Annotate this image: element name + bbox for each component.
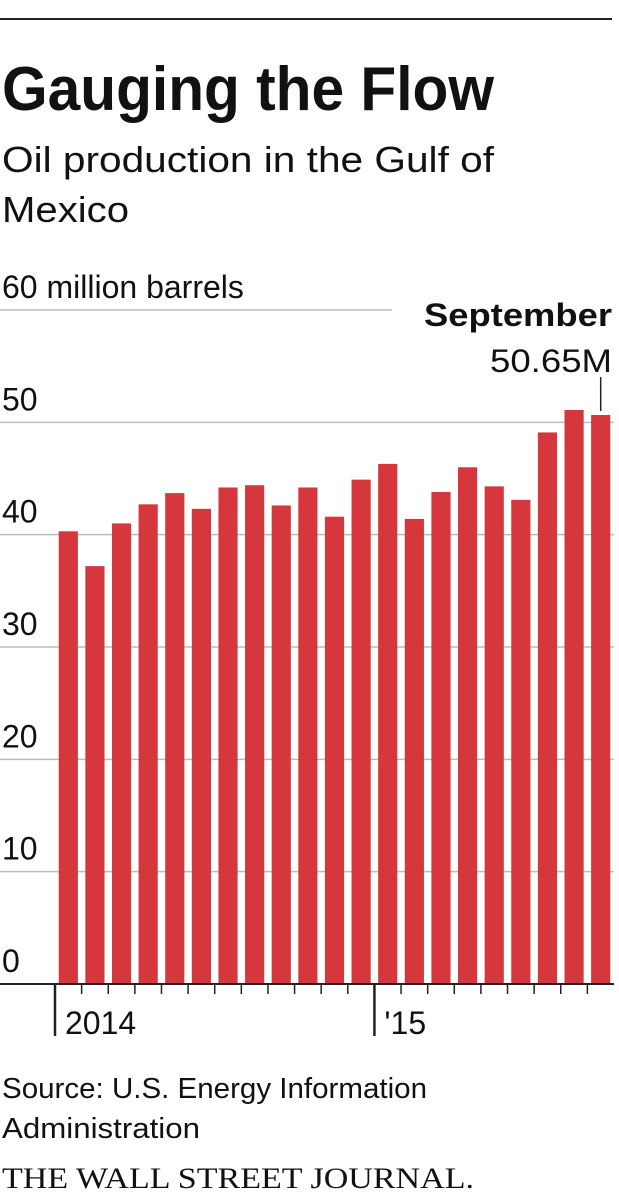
y-tick-label: 30 [2,606,38,642]
y-tick-label: 40 [2,494,38,530]
bar [245,485,265,984]
bar [111,523,132,984]
bar [378,463,398,984]
credit: THE WALL STREET JOURNAL. [2,1162,474,1195]
bar [58,531,78,984]
bar [324,516,345,984]
bar [564,409,584,984]
annotation: September [424,297,612,333]
bar [431,491,451,984]
bar [165,493,185,984]
bar [85,566,105,984]
bar [351,479,371,984]
bar [138,504,158,984]
bar [271,505,291,984]
chart-title: Gauging the Flow [2,55,495,124]
bar [298,487,318,984]
source: Source: U.S. Energy Information [2,1073,427,1105]
bar [537,432,558,984]
bar [484,486,504,984]
x-tick-label: '15 [384,1005,426,1041]
x-tick-label: 2014 [65,1005,136,1041]
subtitle: Oil production in the Gulf of [2,139,495,180]
y-tick-label: 50 [2,381,38,417]
source: Administration [2,1113,200,1145]
bar [591,415,611,984]
subtitle: Mexico [2,189,129,230]
bar [218,487,238,984]
y-tick-label: 0 [2,943,20,979]
bar [191,508,211,984]
bar [511,499,531,984]
value-label: 50.65M [490,343,612,379]
y-tick-label: 20 [2,718,38,754]
bar [404,518,424,984]
y-tick-label: 10 [2,831,38,867]
y-tick-label: 60 million barrels [2,269,244,305]
bar [458,467,478,984]
